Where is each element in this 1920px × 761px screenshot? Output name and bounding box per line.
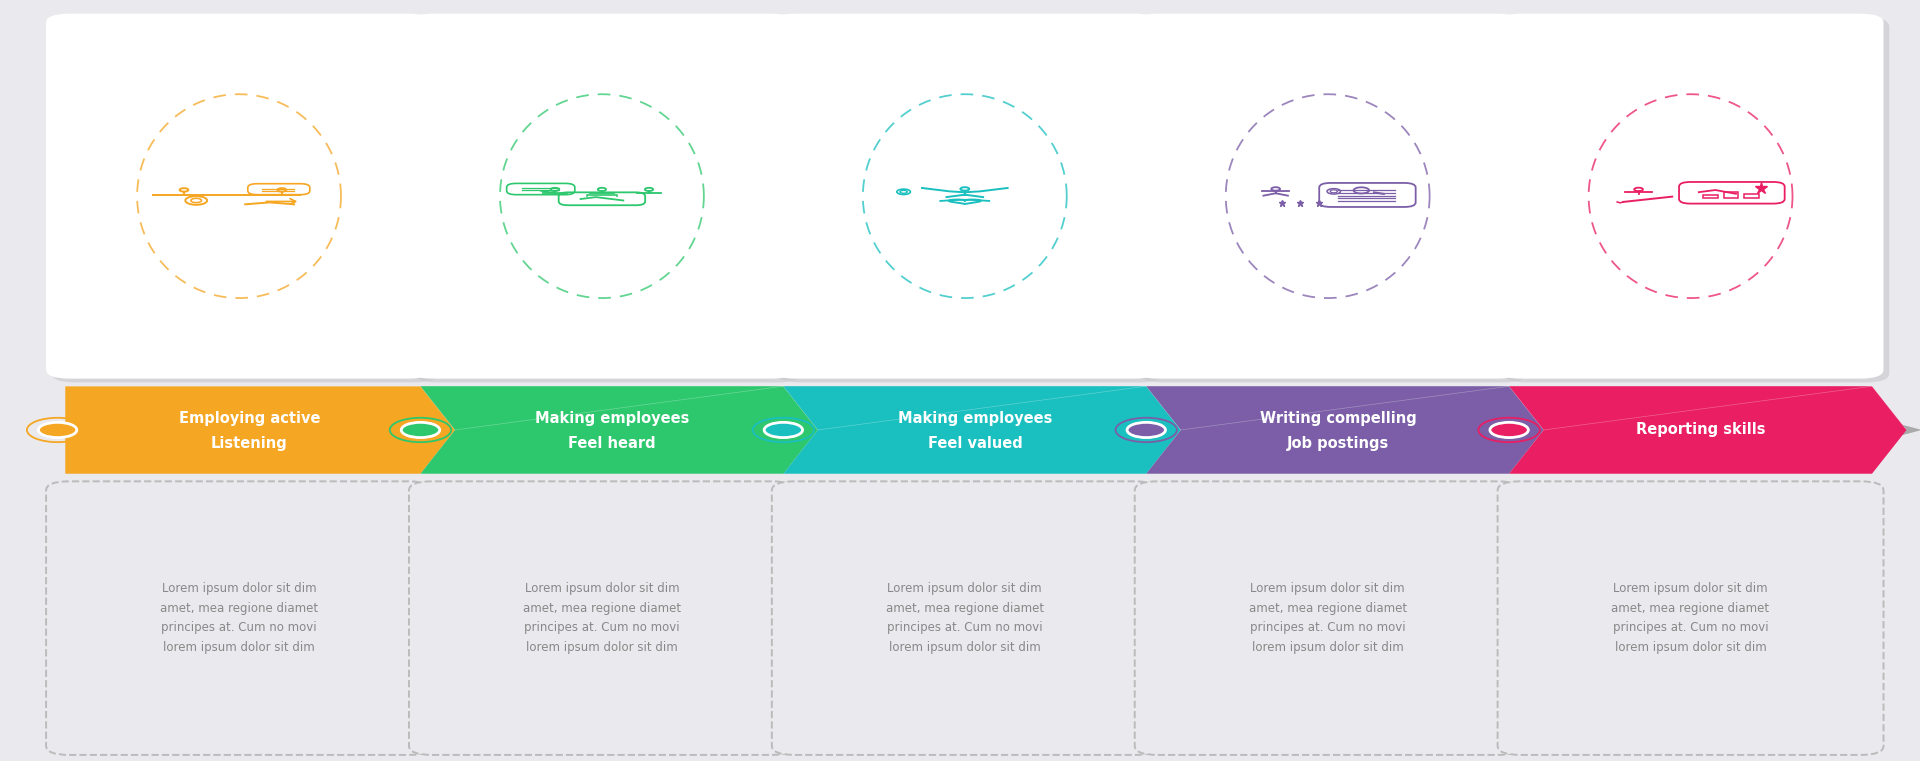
- Text: Lorem ipsum dolor sit dim
amet, mea regione diamet
principes at. Cum no movi
lor: Lorem ipsum dolor sit dim amet, mea regi…: [1611, 582, 1770, 654]
- Text: Feel heard: Feel heard: [568, 437, 657, 451]
- FancyBboxPatch shape: [415, 18, 801, 383]
- Text: Making employees: Making employees: [899, 411, 1052, 426]
- FancyBboxPatch shape: [772, 481, 1158, 755]
- FancyBboxPatch shape: [46, 14, 432, 379]
- Circle shape: [1490, 422, 1528, 438]
- FancyBboxPatch shape: [1503, 18, 1889, 383]
- FancyBboxPatch shape: [1140, 18, 1526, 383]
- Text: Lorem ipsum dolor sit dim
amet, mea regione diamet
principes at. Cum no movi
lor: Lorem ipsum dolor sit dim amet, mea regi…: [159, 582, 319, 654]
- FancyBboxPatch shape: [409, 14, 795, 379]
- Circle shape: [764, 422, 803, 438]
- Circle shape: [1127, 422, 1165, 438]
- Text: Lorem ipsum dolor sit dim
amet, mea regione diamet
principes at. Cum no movi
lor: Lorem ipsum dolor sit dim amet, mea regi…: [1248, 582, 1407, 654]
- Circle shape: [38, 422, 77, 438]
- FancyBboxPatch shape: [409, 481, 795, 755]
- Bar: [1743, 193, 1759, 198]
- Circle shape: [401, 422, 440, 438]
- Polygon shape: [1509, 386, 1907, 473]
- Polygon shape: [1887, 421, 1920, 439]
- Text: Making employees: Making employees: [536, 411, 689, 426]
- Text: Reporting skills: Reporting skills: [1636, 422, 1766, 438]
- FancyBboxPatch shape: [778, 18, 1164, 383]
- FancyBboxPatch shape: [1135, 14, 1521, 379]
- FancyBboxPatch shape: [772, 14, 1158, 379]
- FancyBboxPatch shape: [52, 18, 438, 383]
- Text: Employing active: Employing active: [179, 411, 321, 426]
- Text: Feel valued: Feel valued: [927, 437, 1023, 451]
- FancyBboxPatch shape: [1498, 481, 1884, 755]
- FancyBboxPatch shape: [1498, 14, 1884, 379]
- Polygon shape: [65, 386, 455, 473]
- Text: Writing compelling: Writing compelling: [1260, 411, 1417, 426]
- Bar: [1703, 195, 1718, 198]
- FancyBboxPatch shape: [1135, 481, 1521, 755]
- Polygon shape: [1146, 386, 1544, 473]
- Text: Lorem ipsum dolor sit dim
amet, mea regione diamet
principes at. Cum no movi
lor: Lorem ipsum dolor sit dim amet, mea regi…: [522, 582, 682, 654]
- FancyBboxPatch shape: [46, 481, 432, 755]
- Bar: [1724, 193, 1738, 198]
- Polygon shape: [783, 386, 1181, 473]
- Polygon shape: [420, 386, 818, 473]
- Text: Listening: Listening: [211, 437, 288, 451]
- Text: Job postings: Job postings: [1286, 437, 1390, 451]
- Text: Lorem ipsum dolor sit dim
amet, mea regione diamet
principes at. Cum no movi
lor: Lorem ipsum dolor sit dim amet, mea regi…: [885, 582, 1044, 654]
